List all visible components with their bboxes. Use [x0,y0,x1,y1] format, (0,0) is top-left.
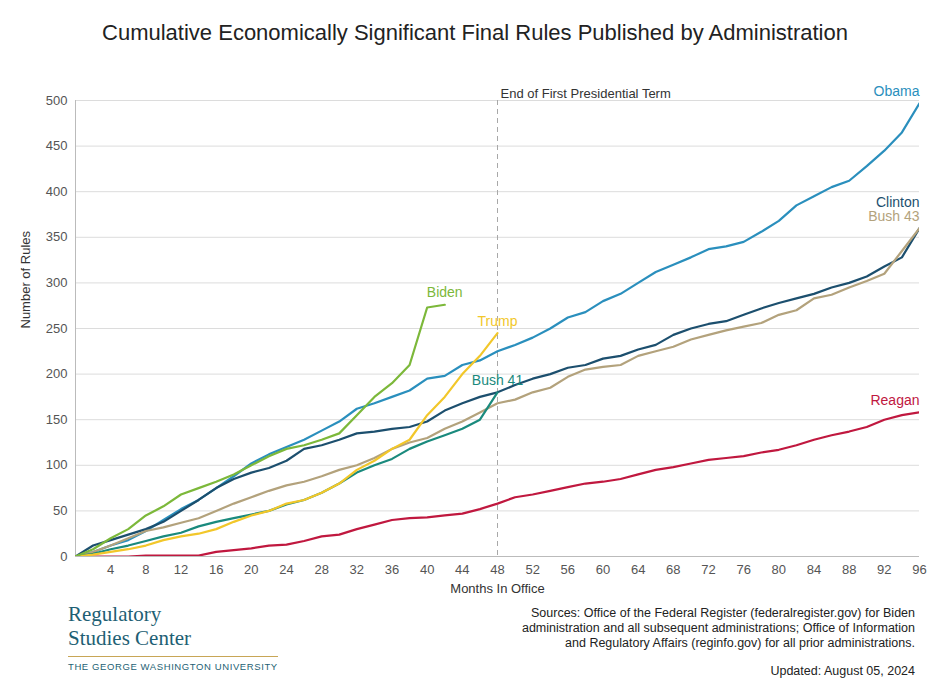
svg-text:96: 96 [912,562,926,577]
svg-text:60: 60 [596,562,610,577]
svg-text:Reagan: Reagan [870,392,919,408]
svg-text:200: 200 [46,366,68,381]
svg-text:150: 150 [46,412,68,427]
svg-text:72: 72 [701,562,715,577]
svg-text:Bush 43: Bush 43 [868,208,920,224]
svg-text:Number of Rules: Number of Rules [18,230,33,328]
svg-text:32: 32 [350,562,364,577]
svg-text:24: 24 [279,562,293,577]
svg-text:350: 350 [46,229,68,244]
html-text:THE GEORGE WASHINGTON UNIVERSI: THE GEORGE WASHINGTON UNIVERSITY [68,661,278,672]
html-text:Updated: August 05, 2024: Updated: August 05, 2024 [770,664,915,678]
svg-text:300: 300 [46,275,68,290]
svg-text:250: 250 [46,321,68,336]
svg-text:400: 400 [46,184,68,199]
html-text:Sources: Office of the Federal: Sources: Office of the Federal Register … [531,606,915,620]
svg-text:Months In Office: Months In Office [450,581,544,596]
svg-text:0: 0 [60,549,67,564]
svg-text:40: 40 [420,562,434,577]
svg-text:28: 28 [314,562,328,577]
svg-text:48: 48 [490,562,504,577]
svg-text:End of First Presidential Term: End of First Presidential Term [501,86,671,101]
svg-text:100: 100 [46,457,68,472]
svg-text:52: 52 [525,562,539,577]
svg-text:Biden: Biden [427,284,463,300]
svg-text:Obama: Obama [874,83,920,99]
svg-text:Bush 41: Bush 41 [472,372,524,388]
svg-text:92: 92 [877,562,891,577]
svg-text:84: 84 [807,562,821,577]
svg-text:68: 68 [666,562,680,577]
svg-text:Trump: Trump [478,313,518,329]
svg-text:Clinton: Clinton [875,193,920,210]
svg-text:44: 44 [455,562,469,577]
svg-text:64: 64 [631,562,645,577]
html-text:Studies Center: Studies Center [68,626,192,650]
svg-text:36: 36 [385,562,399,577]
svg-text:16: 16 [209,562,223,577]
svg-text:450: 450 [46,138,68,153]
svg-text:76: 76 [736,562,750,577]
svg-text:80: 80 [772,562,786,577]
html-text:Cumulative Economically Signif: Cumulative Economically Significant Fina… [102,20,848,45]
svg-text:88: 88 [842,562,856,577]
html-text:administration and all subsequ: administration and all subsequent admini… [522,621,915,635]
html-text:and Regulatory Affairs (reginf: and Regulatory Affairs (reginfo.gov) for… [565,636,915,650]
svg-text:56: 56 [561,562,575,577]
svg-text:8: 8 [142,562,149,577]
svg-text:500: 500 [46,93,68,108]
svg-text:4: 4 [107,562,114,577]
svg-text:12: 12 [174,562,188,577]
svg-text:50: 50 [53,503,67,518]
html-text:Regulatory: Regulatory [68,602,162,626]
svg-text:20: 20 [244,562,258,577]
